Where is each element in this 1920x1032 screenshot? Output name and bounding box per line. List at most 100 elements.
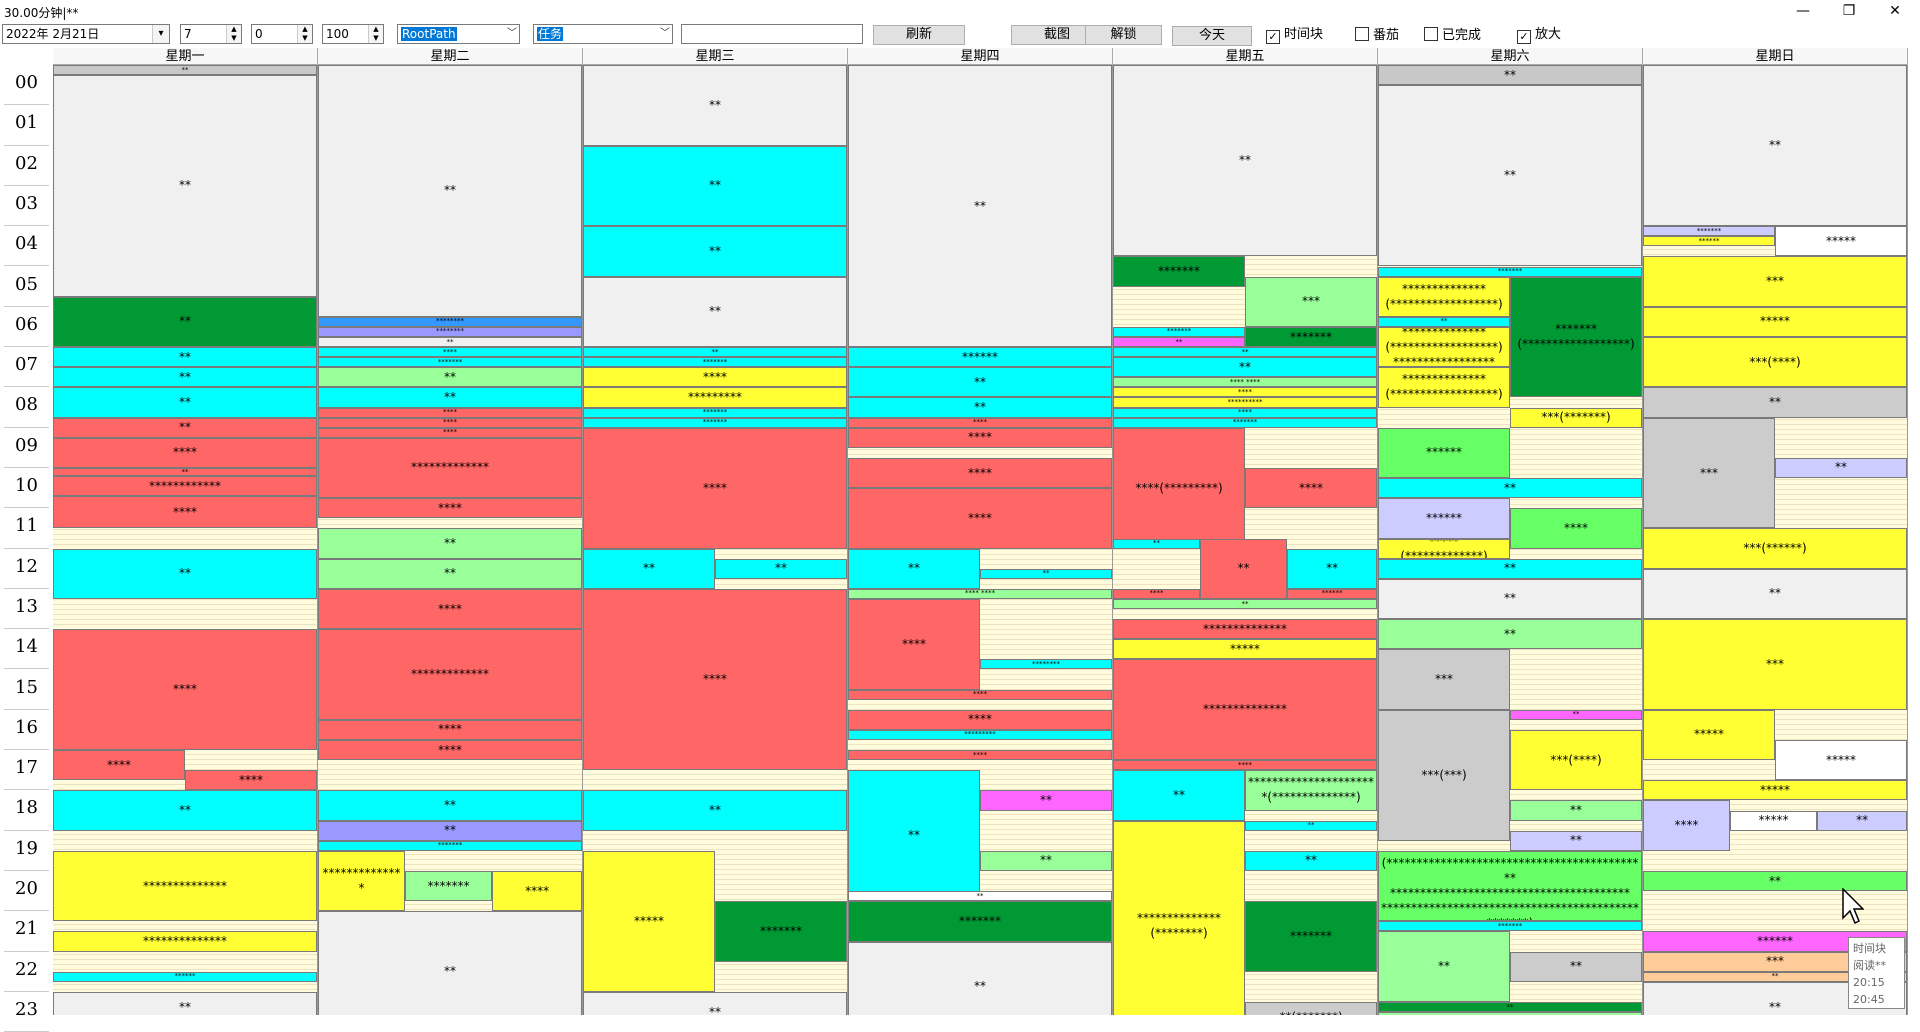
event-block[interactable]: **** bbox=[848, 417, 1112, 428]
event-block[interactable]: ** bbox=[1643, 871, 1907, 892]
event-block[interactable]: **** bbox=[1113, 387, 1377, 398]
event-block[interactable]: ** bbox=[848, 397, 1112, 418]
event-block[interactable]: ** bbox=[1510, 830, 1642, 851]
event-block[interactable]: ** bbox=[1643, 568, 1907, 620]
minimize-button[interactable]: — bbox=[1796, 3, 1810, 19]
day-column[interactable]: ****************************************… bbox=[53, 65, 318, 1015]
event-block[interactable]: ** bbox=[848, 367, 1112, 398]
event-block[interactable]: **** bbox=[848, 488, 1112, 549]
close-button[interactable]: ✕ bbox=[1889, 3, 1901, 19]
event-block[interactable]: ** bbox=[980, 850, 1112, 871]
event-block[interactable]: ******** bbox=[980, 659, 1112, 670]
event-block[interactable]: ******** bbox=[318, 326, 582, 337]
event-block[interactable]: **** bbox=[53, 496, 317, 529]
event-block[interactable]: ** bbox=[53, 417, 317, 438]
event-block[interactable]: ************** (******************) bbox=[1378, 367, 1510, 408]
event-block[interactable]: ************** (********) bbox=[1113, 820, 1245, 1015]
event-block[interactable]: ***** bbox=[1643, 780, 1907, 801]
event-block[interactable]: ** bbox=[1775, 457, 1907, 479]
screenshot-button[interactable]: 截图 bbox=[1011, 25, 1103, 45]
event-block[interactable]: ** bbox=[583, 790, 847, 831]
event-block[interactable]: ** bbox=[848, 770, 980, 902]
event-block[interactable]: ** bbox=[1510, 951, 1642, 982]
spinner-1[interactable]: 7 ▲ ▼ bbox=[180, 24, 242, 44]
event-block[interactable]: ***** bbox=[1643, 306, 1907, 338]
event-block[interactable]: ********** bbox=[1113, 397, 1377, 408]
event-block[interactable]: ** bbox=[318, 528, 582, 559]
event-block[interactable]: ****** bbox=[1643, 236, 1775, 247]
event-block[interactable]: ** bbox=[1113, 337, 1245, 348]
event-block[interactable]: ** bbox=[980, 790, 1112, 811]
event-block[interactable]: **** **** bbox=[1113, 377, 1377, 388]
event-block[interactable]: ***(*******) bbox=[1510, 407, 1642, 428]
event-block[interactable]: ** bbox=[848, 65, 1112, 348]
event-block[interactable]: **** bbox=[318, 417, 582, 428]
event-block[interactable]: ** bbox=[53, 347, 317, 368]
timeblock-checkbox[interactable]: ✓ 时间块 bbox=[1266, 27, 1323, 45]
event-block[interactable]: *** bbox=[1643, 951, 1907, 972]
event-block[interactable]: ******* bbox=[1245, 326, 1377, 348]
event-block[interactable]: *** bbox=[1245, 276, 1377, 327]
event-block[interactable]: ************** bbox=[53, 850, 317, 922]
event-block[interactable]: ** bbox=[53, 991, 317, 1015]
event-block[interactable]: ** bbox=[53, 387, 317, 418]
event-block[interactable]: ***** bbox=[1113, 639, 1377, 660]
event-block[interactable]: ** bbox=[53, 790, 317, 831]
event-block[interactable]: **** bbox=[492, 871, 582, 912]
spinner-3[interactable]: 100 ▲ ▼ bbox=[322, 24, 384, 44]
event-block[interactable]: ************* bbox=[318, 437, 582, 499]
event-block[interactable]: **** bbox=[1113, 588, 1201, 599]
event-block[interactable]: ******* bbox=[1113, 256, 1245, 287]
event-block[interactable]: ** bbox=[1113, 538, 1201, 549]
task-combo[interactable]: 任务 ﹀ bbox=[533, 24, 673, 44]
restore-button[interactable]: ❐ bbox=[1842, 3, 1856, 19]
event-block[interactable]: *** bbox=[1643, 619, 1907, 710]
event-block[interactable]: ***** bbox=[1643, 709, 1775, 761]
event-block[interactable]: ****** bbox=[1378, 498, 1510, 539]
spinner-3-arrows-icon[interactable]: ▲ ▼ bbox=[368, 25, 383, 43]
event-block[interactable]: ******* bbox=[715, 901, 847, 962]
event-block[interactable]: ************** bbox=[53, 931, 317, 952]
event-block[interactable]: ** bbox=[1113, 770, 1245, 821]
event-block[interactable]: **** bbox=[583, 588, 847, 771]
event-block[interactable]: **** bbox=[1510, 508, 1642, 549]
event-block[interactable]: ** bbox=[318, 911, 582, 1015]
event-block[interactable]: ******* bbox=[1245, 901, 1377, 972]
event-block[interactable]: ************* bbox=[318, 629, 582, 720]
event-block[interactable]: ********* bbox=[583, 387, 847, 408]
today-button[interactable]: 今天 bbox=[1172, 26, 1252, 46]
event-block[interactable]: ******** bbox=[318, 316, 582, 327]
event-block[interactable]: ******* bbox=[1113, 417, 1377, 428]
event-block[interactable]: ****** bbox=[848, 347, 1112, 368]
event-block[interactable]: ********* bbox=[848, 729, 1112, 740]
event-block[interactable]: **** bbox=[583, 427, 847, 549]
event-block[interactable]: **** bbox=[185, 770, 317, 791]
event-block[interactable]: *** bbox=[1378, 649, 1510, 710]
event-block[interactable]: ******* bbox=[1643, 226, 1775, 237]
event-block[interactable]: **** bbox=[53, 437, 317, 468]
event-block[interactable]: ******* bbox=[848, 901, 1112, 942]
event-block[interactable]: ************ bbox=[53, 476, 317, 497]
event-block[interactable]: ******* bbox=[583, 417, 847, 428]
event-block[interactable]: ** bbox=[1643, 971, 1907, 982]
event-block[interactable]: ** bbox=[1113, 357, 1377, 378]
event-block[interactable]: ** bbox=[1378, 619, 1642, 650]
event-block[interactable]: ** bbox=[1113, 65, 1377, 257]
event-block[interactable]: ** bbox=[583, 991, 847, 1015]
event-block[interactable]: **** bbox=[583, 367, 847, 388]
event-block[interactable]: **(*******) bbox=[1245, 1001, 1377, 1015]
event-block[interactable]: ** bbox=[1378, 578, 1642, 620]
event-block[interactable]: ** bbox=[1113, 347, 1377, 358]
event-block[interactable]: ** bbox=[980, 568, 1112, 579]
event-block[interactable]: ** bbox=[1378, 85, 1642, 267]
event-block[interactable]: **** bbox=[1378, 1012, 1642, 1015]
event-block[interactable]: ** bbox=[53, 367, 317, 388]
event-block[interactable]: ***** bbox=[583, 850, 715, 992]
day-column[interactable]: ************************************ ***… bbox=[848, 65, 1113, 1015]
event-block[interactable]: ******* bbox=[318, 840, 582, 851]
event-block[interactable]: ****(*********) bbox=[1113, 427, 1245, 549]
day-column[interactable]: ** ** ******* ************** (*************… bbox=[1378, 65, 1643, 1015]
event-block[interactable]: **** bbox=[318, 427, 582, 438]
day-column[interactable]: ****************************************… bbox=[318, 65, 583, 1015]
day-column[interactable]: ************************************ ***… bbox=[1113, 65, 1378, 1015]
